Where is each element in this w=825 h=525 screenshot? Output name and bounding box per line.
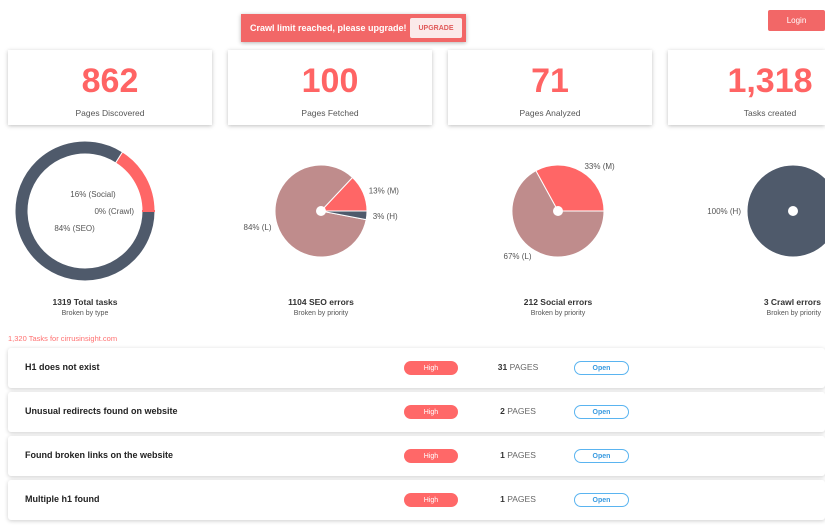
chart-subtitle: Broken by type: [61, 310, 109, 317]
pages-count: 1 PAGES: [488, 450, 548, 460]
unit: PAGES: [507, 494, 536, 504]
slice-label: 13% (M): [369, 186, 400, 195]
login-button[interactable]: Login: [768, 10, 825, 31]
pie-center-dot: [788, 206, 798, 216]
unit: PAGES: [507, 406, 536, 416]
priority-badge: High: [404, 493, 458, 507]
slice-label: 84% (L): [244, 223, 272, 232]
task-title: Multiple h1 found: [25, 494, 100, 504]
priority-badge: High: [404, 361, 458, 375]
open-button[interactable]: Open: [574, 449, 629, 463]
pages-count: 31 PAGES: [488, 362, 548, 372]
task-title: Found broken links on the website: [25, 450, 174, 460]
stat-card-tasks-created: 1,318 Tasks created: [668, 50, 825, 125]
stat-value: 1,318: [727, 62, 813, 100]
unit: PAGES: [507, 450, 536, 460]
stat-label: Pages Fetched: [301, 108, 359, 118]
tasks-heading: 1,320 Tasks for cirrusinsight.com: [8, 334, 118, 343]
pie-slice: [320, 210, 368, 221]
stat-label: Tasks created: [743, 108, 797, 118]
task-row[interactable]: Multiple h1 found High 1 PAGES Open: [8, 480, 825, 520]
count: 1: [500, 450, 505, 460]
slice-label: 67% (L): [504, 252, 532, 261]
open-button[interactable]: Open: [574, 361, 629, 375]
stat-card-pages-discovered: 862 Pages Discovered: [8, 50, 212, 125]
chart-title: 1319 Total tasks: [52, 297, 118, 307]
pie-center-dot: [316, 206, 326, 216]
count: 1: [500, 494, 505, 504]
pie-slice: [535, 164, 605, 212]
charts-area: 16% (Social) 84% (SEO) 0% (Crawl) 13% (M) 84…: [14, 140, 825, 282]
open-button[interactable]: Open: [574, 405, 629, 419]
stat-label: Pages Analyzed: [519, 108, 581, 118]
priority-badge: High: [404, 405, 458, 419]
stat-label: Pages Discovered: [75, 108, 145, 118]
task-title: H1 does not exist: [25, 362, 100, 372]
slice-label: 84% (SEO): [54, 224, 95, 233]
chart-title: 1104 SEO errors: [288, 297, 354, 307]
count: 2: [500, 406, 505, 416]
slice-label: 16% (Social): [70, 190, 116, 199]
pie-slice: [14, 140, 156, 282]
chart-subtitle: Broken by priority: [530, 310, 586, 317]
task-row[interactable]: H1 does not exist High 31 PAGES Open: [8, 348, 825, 388]
chart-title: 3 Crawl errors: [763, 297, 821, 307]
open-button[interactable]: Open: [574, 493, 629, 507]
pie-slice: [114, 151, 156, 212]
chart-subtitle: Broken by priority: [293, 310, 349, 317]
task-row[interactable]: Unusual redirects found on website High 2 …: [8, 392, 825, 432]
chart-subtitle: Broken by priority: [766, 310, 821, 317]
slice-label: 100% (H): [707, 207, 741, 216]
priority-badge: High: [404, 449, 458, 463]
pages-count: 2 PAGES: [488, 406, 548, 416]
pie-center-dot: [553, 206, 563, 216]
count: 31: [497, 362, 508, 372]
slice-label: 33% (M): [584, 162, 615, 171]
stat-card-pages-fetched: 100 Pages Fetched: [228, 50, 432, 125]
task-title: Unusual redirects found on website: [25, 406, 178, 416]
unit: PAGES: [509, 362, 539, 372]
crawl-limit-banner: Crawl limit reached, please upgrade! UPG…: [241, 14, 466, 42]
slice-label: 3% (H): [373, 212, 398, 221]
chart-title: 212 Social errors: [523, 297, 593, 307]
task-row[interactable]: Found broken links on the website High 1 P…: [8, 436, 825, 476]
stat-card-pages-analyzed: 71 Pages Analyzed: [448, 50, 652, 125]
stat-value: 862: [81, 62, 139, 100]
banner-message: Crawl limit reached, please upgrade!: [250, 23, 407, 33]
pages-count: 1 PAGES: [488, 494, 548, 504]
upgrade-button[interactable]: UPGRADE: [410, 18, 462, 38]
pie-slice: [746, 164, 825, 258]
slice-label: 0% (Crawl): [94, 207, 134, 216]
stat-value: 71: [531, 62, 569, 100]
stat-value: 100: [301, 62, 359, 100]
